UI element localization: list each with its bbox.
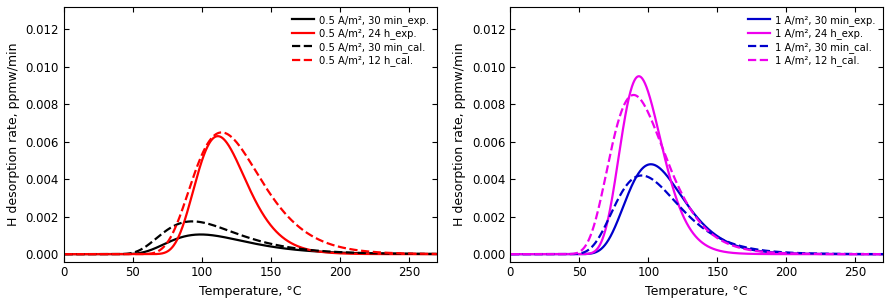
1 A/m², 24 h_exp. <box>506 252 516 256</box>
0.5 A/m², 24 h_exp. <box>213 134 223 138</box>
1 A/m², 12 h_cal. <box>665 165 676 169</box>
0.5 A/m², 30 min_exp. <box>384 252 395 256</box>
0.5 A/m², 24 h_exp. <box>432 252 442 256</box>
0.5 A/m², 30 min_cal. <box>425 252 435 256</box>
1 A/m², 30 min_exp. <box>645 163 656 166</box>
1 A/m², 30 min_cal. <box>570 252 581 256</box>
0.5 A/m², 24 h_exp. <box>218 137 229 141</box>
0.5 A/m², 30 min_cal. <box>202 222 213 225</box>
0.5 A/m², 30 min_cal. <box>218 227 229 231</box>
0.5 A/m², 24 h_exp. <box>384 252 395 256</box>
1 A/m², 24 h_exp. <box>570 252 581 256</box>
1 A/m², 30 min_cal. <box>506 252 516 256</box>
1 A/m², 24 h_exp. <box>634 74 644 78</box>
1 A/m², 24 h_exp. <box>870 252 881 256</box>
1 A/m², 12 h_cal. <box>870 252 881 256</box>
1 A/m², 30 min_exp. <box>870 252 881 256</box>
Line: 0.5 A/m², 24 h_exp.: 0.5 A/m², 24 h_exp. <box>65 136 437 254</box>
0.5 A/m², 12 h_cal. <box>202 142 213 146</box>
1 A/m², 30 min_exp. <box>570 252 581 256</box>
Line: 1 A/m², 24 h_exp.: 1 A/m², 24 h_exp. <box>511 76 883 254</box>
0.5 A/m², 12 h_cal. <box>432 252 442 256</box>
0.5 A/m², 12 h_cal. <box>124 252 134 256</box>
Line: 1 A/m², 30 min_exp.: 1 A/m², 30 min_exp. <box>511 164 883 254</box>
1 A/m², 30 min_exp. <box>878 252 888 256</box>
1 A/m², 30 min_cal. <box>636 174 647 177</box>
0.5 A/m², 30 min_exp. <box>195 233 206 236</box>
1 A/m², 30 min_cal. <box>830 252 841 256</box>
1 A/m², 30 min_exp. <box>506 252 516 256</box>
0.5 A/m², 30 min_exp. <box>101 252 112 256</box>
1 A/m², 12 h_cal. <box>570 252 581 255</box>
0.5 A/m², 30 min_exp. <box>60 252 70 256</box>
1 A/m², 30 min_cal. <box>878 252 888 256</box>
0.5 A/m², 30 min_cal. <box>60 252 70 256</box>
Legend: 0.5 A/m², 30 min_exp., 0.5 A/m², 24 h_exp., 0.5 A/m², 30 min_cal., 0.5 A/m², 12 : 0.5 A/m², 30 min_exp., 0.5 A/m², 24 h_ex… <box>288 12 432 69</box>
0.5 A/m², 30 min_cal. <box>432 252 442 256</box>
Line: 0.5 A/m², 12 h_cal.: 0.5 A/m², 12 h_cal. <box>65 132 437 254</box>
0.5 A/m², 12 h_cal. <box>60 252 70 256</box>
1 A/m², 30 min_cal. <box>665 194 676 198</box>
0.5 A/m², 12 h_cal. <box>216 131 227 134</box>
0.5 A/m², 30 min_cal. <box>124 252 134 255</box>
0.5 A/m², 12 h_cal. <box>425 252 435 256</box>
1 A/m², 30 min_exp. <box>548 252 559 256</box>
1 A/m², 30 min_exp. <box>665 178 676 181</box>
0.5 A/m², 24 h_exp. <box>124 252 134 256</box>
1 A/m², 30 min_exp. <box>649 163 659 167</box>
0.5 A/m², 12 h_cal. <box>218 131 229 135</box>
0.5 A/m², 30 min_cal. <box>187 220 198 223</box>
Line: 0.5 A/m², 30 min_exp.: 0.5 A/m², 30 min_exp. <box>65 235 437 254</box>
0.5 A/m², 30 min_cal. <box>101 252 112 256</box>
Line: 0.5 A/m², 30 min_cal.: 0.5 A/m², 30 min_cal. <box>65 221 437 254</box>
1 A/m², 12 h_cal. <box>628 93 639 97</box>
1 A/m², 24 h_exp. <box>649 110 659 114</box>
1 A/m², 12 h_cal. <box>548 252 559 256</box>
Y-axis label: H desorption rate, ppmw/min: H desorption rate, ppmw/min <box>7 42 20 226</box>
0.5 A/m², 24 h_exp. <box>101 252 112 256</box>
0.5 A/m², 24 h_exp. <box>60 252 70 256</box>
X-axis label: Temperature, °C: Temperature, °C <box>645 285 748 298</box>
0.5 A/m², 30 min_exp. <box>432 252 442 256</box>
0.5 A/m², 24 h_exp. <box>425 252 435 256</box>
1 A/m², 24 h_exp. <box>878 252 888 256</box>
Line: 1 A/m², 30 min_cal.: 1 A/m², 30 min_cal. <box>511 175 883 254</box>
1 A/m², 30 min_cal. <box>649 178 659 182</box>
0.5 A/m², 30 min_exp. <box>218 235 229 239</box>
1 A/m², 24 h_exp. <box>548 252 559 256</box>
1 A/m², 12 h_cal. <box>878 252 888 256</box>
0.5 A/m², 30 min_cal. <box>384 252 395 255</box>
0.5 A/m², 24 h_exp. <box>202 145 213 149</box>
1 A/m², 24 h_exp. <box>830 252 841 256</box>
Line: 1 A/m², 12 h_cal.: 1 A/m², 12 h_cal. <box>511 95 883 254</box>
0.5 A/m², 12 h_cal. <box>101 252 112 256</box>
1 A/m², 30 min_cal. <box>870 252 881 256</box>
0.5 A/m², 12 h_cal. <box>384 251 395 255</box>
1 A/m², 24 h_exp. <box>665 175 676 179</box>
1 A/m², 30 min_exp. <box>830 252 841 256</box>
0.5 A/m², 30 min_exp. <box>124 252 134 256</box>
1 A/m², 12 h_cal. <box>649 124 659 127</box>
Legend: 1 A/m², 30 min_exp., 1 A/m², 24 h_exp., 1 A/m², 30 min_cal., 1 A/m², 12 h_cal.: 1 A/m², 30 min_exp., 1 A/m², 24 h_exp., … <box>745 12 878 69</box>
1 A/m², 12 h_cal. <box>506 252 516 256</box>
0.5 A/m², 30 min_exp. <box>202 233 213 237</box>
Y-axis label: H desorption rate, ppmw/min: H desorption rate, ppmw/min <box>453 42 466 226</box>
X-axis label: Temperature, °C: Temperature, °C <box>199 285 302 298</box>
1 A/m², 12 h_cal. <box>830 252 841 256</box>
1 A/m², 30 min_cal. <box>548 252 559 256</box>
0.5 A/m², 30 min_exp. <box>425 252 435 256</box>
